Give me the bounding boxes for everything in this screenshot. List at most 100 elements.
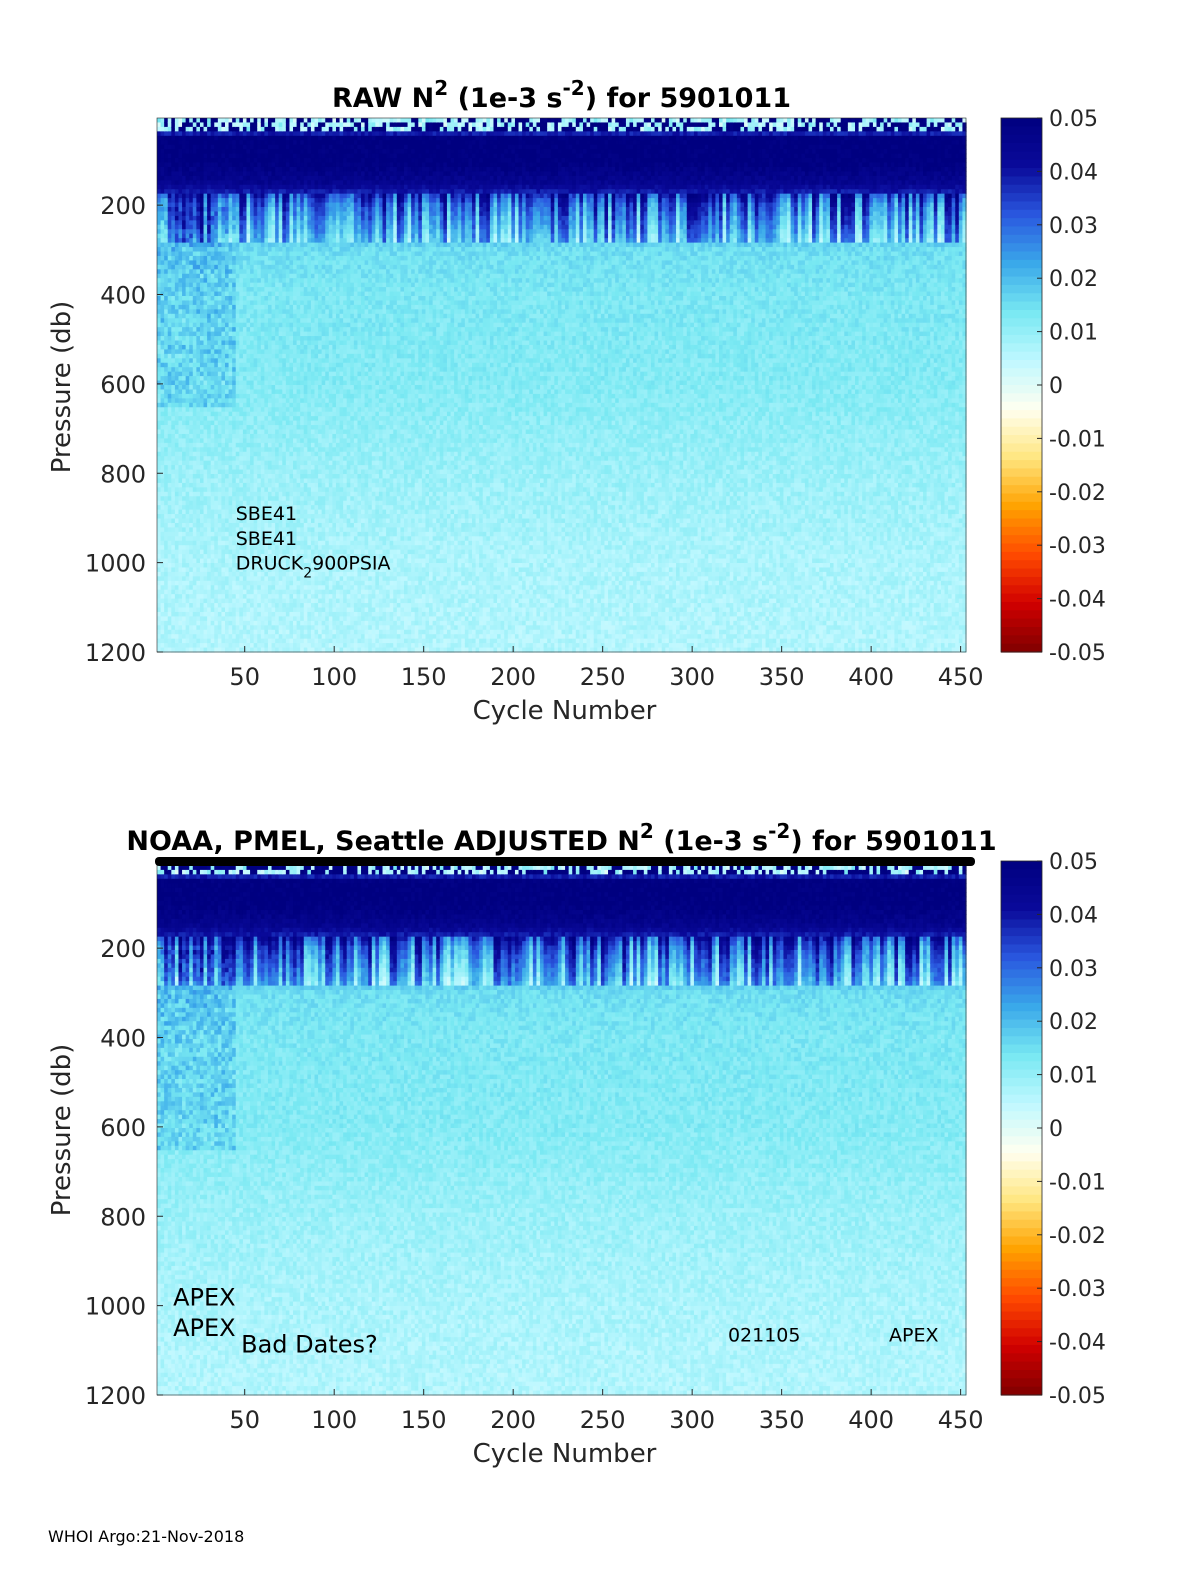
heatmap-cell xyxy=(214,372,218,377)
heatmap-cell xyxy=(175,630,179,635)
heatmap-cell xyxy=(211,501,215,506)
heatmap-cell xyxy=(186,545,190,550)
heatmap-cell xyxy=(211,425,215,430)
heatmap-cell xyxy=(207,425,211,430)
heatmap-cell xyxy=(214,131,218,136)
heatmap-cell xyxy=(161,532,165,537)
heatmap-cell xyxy=(186,278,190,283)
heatmap-cell xyxy=(196,496,200,501)
heatmap-cell xyxy=(164,434,168,439)
heatmap-cell xyxy=(189,438,193,443)
heatmap-cell xyxy=(182,603,186,608)
heatmap-cell xyxy=(200,127,204,132)
heatmap-cell xyxy=(171,576,175,581)
heatmap-cell xyxy=(168,372,172,377)
heatmap-cell xyxy=(178,252,182,257)
heatmap-cell xyxy=(178,269,182,274)
heatmap-cell xyxy=(171,154,175,159)
heatmap-cell xyxy=(214,203,218,208)
heatmap-cell xyxy=(171,140,175,145)
heatmap-cell xyxy=(186,158,190,163)
heatmap-cell xyxy=(161,505,165,510)
heatmap-cell xyxy=(164,318,168,323)
heatmap-cell xyxy=(157,131,161,136)
heatmap-cell xyxy=(200,225,204,230)
heatmap-cell xyxy=(164,118,168,123)
heatmap-cell xyxy=(211,612,215,617)
heatmap-cell xyxy=(171,367,175,372)
heatmap-cell xyxy=(200,536,204,541)
heatmap-cell xyxy=(211,407,215,412)
heatmap-cell xyxy=(178,505,182,510)
heatmap-cell xyxy=(193,300,197,305)
heatmap-cell xyxy=(189,643,193,648)
heatmap-cell xyxy=(189,127,193,132)
heatmap-cell xyxy=(189,389,193,394)
heatmap-cell xyxy=(182,167,186,172)
heatmap-cell xyxy=(178,585,182,590)
heatmap-cell xyxy=(164,608,168,613)
heatmap-cell xyxy=(204,585,208,590)
heatmap-cell xyxy=(200,407,204,412)
heatmap-cell xyxy=(200,243,204,248)
heatmap-cell xyxy=(193,220,197,225)
heatmap-cell xyxy=(214,630,218,635)
heatmap-cell xyxy=(178,541,182,546)
heatmap-cell xyxy=(218,145,222,150)
heatmap-cell xyxy=(171,305,175,310)
heatmap-cell xyxy=(186,407,190,412)
heatmap-cell xyxy=(204,341,208,346)
heatmap-cell xyxy=(196,300,200,305)
heatmap-cell xyxy=(168,625,172,630)
heatmap-cell xyxy=(164,238,168,243)
heatmap-cell xyxy=(211,225,215,230)
heatmap-cell xyxy=(211,220,215,225)
heatmap-cell xyxy=(161,616,165,621)
heatmap-cell xyxy=(207,563,211,568)
heatmap-cell xyxy=(200,332,204,337)
heatmap-cell xyxy=(186,581,190,586)
heatmap-cell xyxy=(218,194,222,199)
heatmap-cell xyxy=(211,514,215,519)
heatmap-cell xyxy=(189,447,193,452)
heatmap-cell xyxy=(193,438,197,443)
heatmap-cell xyxy=(189,487,193,492)
heatmap-cell xyxy=(214,434,218,439)
heatmap-cell xyxy=(186,323,190,328)
heatmap-cell xyxy=(175,394,179,399)
heatmap-cell xyxy=(207,603,211,608)
heatmap-cell xyxy=(164,332,168,337)
heatmap-cell xyxy=(214,363,218,368)
heatmap-cell xyxy=(186,603,190,608)
heatmap-cell xyxy=(178,608,182,613)
heatmap-cell xyxy=(157,372,161,377)
heatmap-cell xyxy=(196,545,200,550)
heatmap-cell xyxy=(200,345,204,350)
heatmap-cell xyxy=(211,363,215,368)
heatmap-cell xyxy=(161,314,165,319)
heatmap-cell xyxy=(214,403,218,408)
heatmap-cell xyxy=(189,412,193,417)
heatmap-cell xyxy=(189,243,193,248)
heatmap-cell xyxy=(171,527,175,532)
heatmap-cell xyxy=(204,256,208,261)
heatmap-cell xyxy=(193,585,197,590)
heatmap-cell xyxy=(211,434,215,439)
heatmap-cell xyxy=(218,140,222,145)
heatmap-cell xyxy=(171,519,175,524)
heatmap-cell xyxy=(193,323,197,328)
heatmap-cell xyxy=(207,136,211,141)
heatmap-cell xyxy=(207,367,211,372)
heatmap-cell xyxy=(186,131,190,136)
heatmap-cell xyxy=(196,452,200,457)
heatmap-cell xyxy=(189,492,193,497)
heatmap-cell xyxy=(171,345,175,350)
heatmap-cell xyxy=(157,358,161,363)
heatmap-cell xyxy=(175,643,179,648)
heatmap-cell xyxy=(171,278,175,283)
heatmap-cell xyxy=(211,496,215,501)
heatmap-cell xyxy=(157,425,161,430)
heatmap-cell xyxy=(211,616,215,621)
heatmap-cell xyxy=(207,252,211,257)
heatmap-cell xyxy=(175,603,179,608)
